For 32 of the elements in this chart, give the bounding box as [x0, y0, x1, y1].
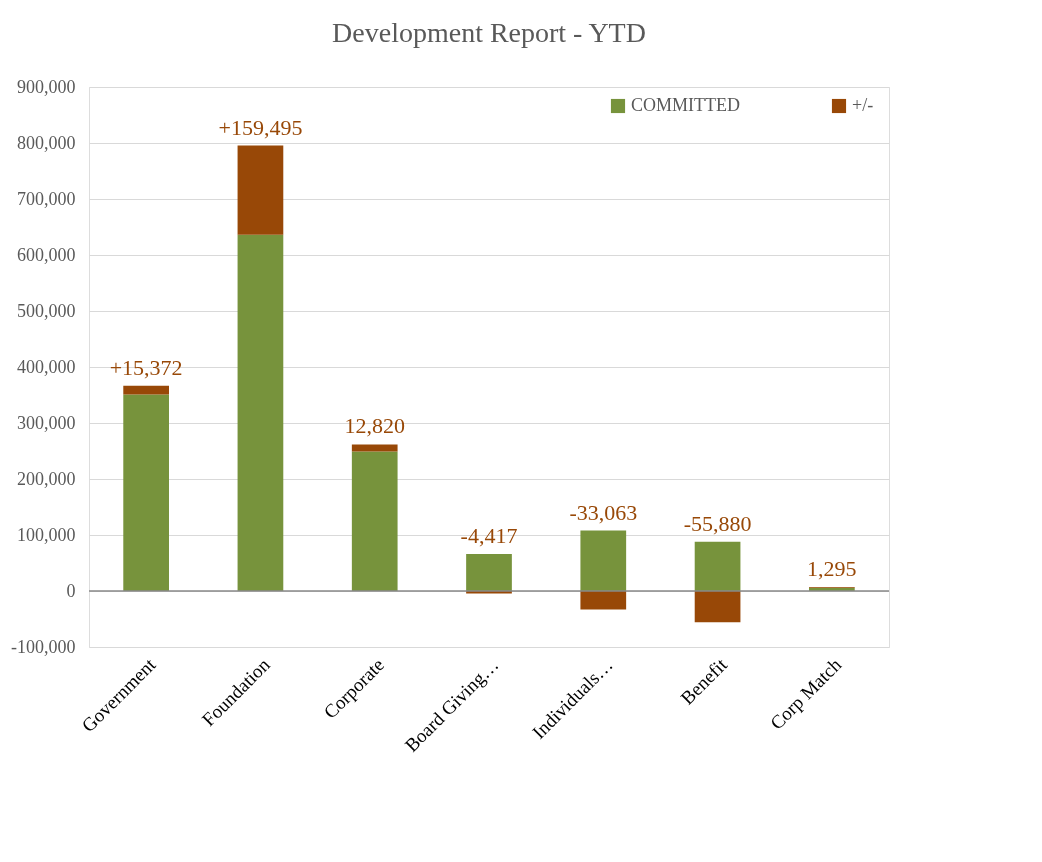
bar: [351, 451, 398, 591]
legend-label: +/-: [852, 95, 874, 115]
data-label: 1,295: [807, 555, 857, 581]
y-tick-label: 800,000: [17, 132, 76, 153]
bar: [580, 530, 627, 591]
bar: [123, 394, 169, 591]
bar: [237, 145, 284, 235]
y-tick-label: 500,000: [17, 300, 76, 321]
y-tick-label: 200,000: [17, 468, 76, 489]
data-label: 12,820: [344, 413, 405, 439]
y-tick-label: 600,000: [17, 244, 76, 265]
data-label: -55,880: [683, 510, 752, 536]
bar: [580, 591, 627, 610]
y-tick-label: 900,000: [17, 76, 76, 97]
y-tick-label: 400,000: [17, 356, 76, 377]
bar: [123, 385, 169, 395]
bar: [466, 554, 512, 591]
bar: [237, 234, 284, 591]
y-tick-label: 0: [66, 580, 76, 601]
bar: [694, 541, 741, 591]
y-tick-label: 100,000: [17, 524, 76, 545]
chart-title: Development Report - YTD: [332, 17, 646, 48]
legend-label: COMMITTED: [631, 95, 740, 115]
data-label: -4,417: [460, 523, 518, 549]
bar: [694, 591, 741, 623]
data-label: +159,495: [218, 114, 303, 140]
data-label: -33,063: [569, 499, 638, 525]
data-label: +15,372: [109, 354, 183, 380]
y-tick-label: -100,000: [11, 636, 76, 657]
y-tick-label: 300,000: [17, 412, 76, 433]
y-tick-label: 700,000: [17, 188, 76, 209]
bar: [351, 444, 398, 452]
